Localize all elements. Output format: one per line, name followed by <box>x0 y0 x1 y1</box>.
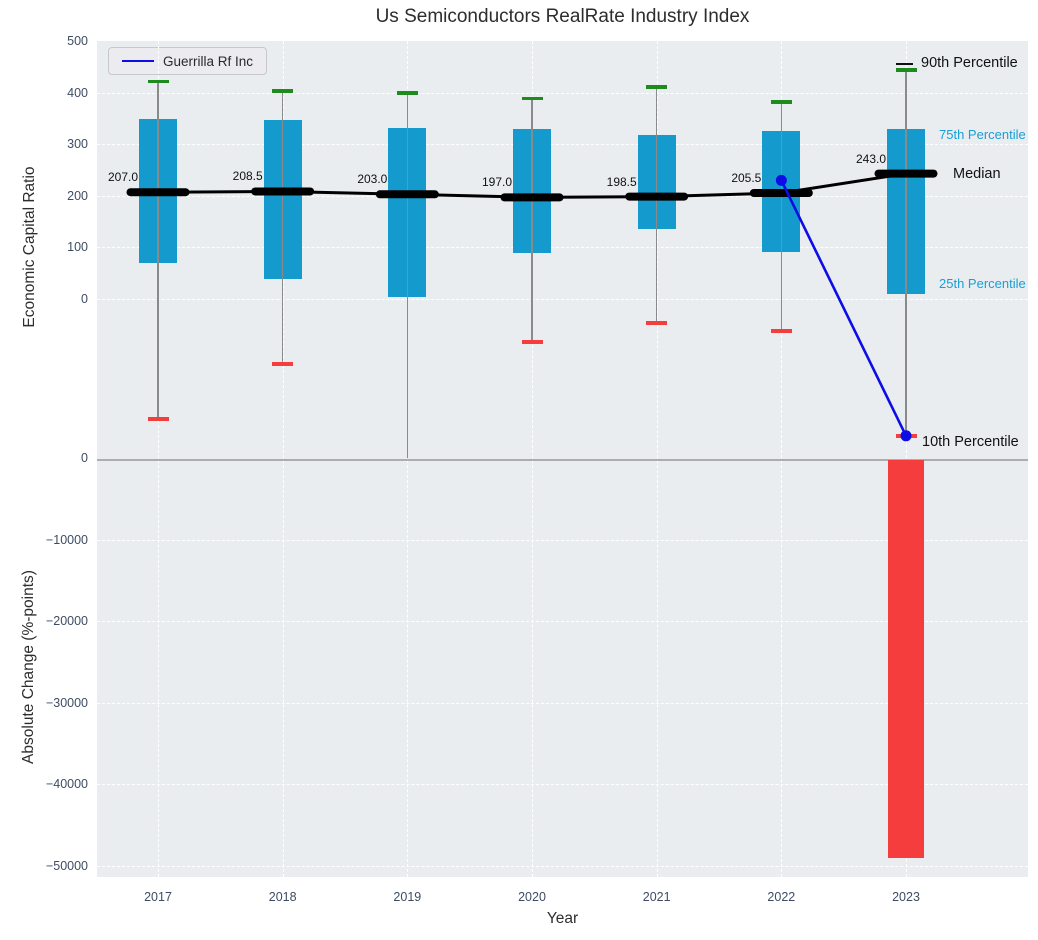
ytick-top-0: 0 <box>81 292 88 307</box>
median-value-label-2023: 243.0 <box>855 151 887 166</box>
xtick-2020: 2020 <box>518 890 546 904</box>
company-point-2023 <box>900 430 912 442</box>
gridline-h <box>97 144 1028 146</box>
median-value-label-2018: 208.5 <box>232 169 263 184</box>
whisker-2018 <box>281 91 284 364</box>
p90-cap-2021 <box>646 85 668 89</box>
ytick-bottom-4: −40000 <box>45 777 88 792</box>
median-value-label-2022: 205.5 <box>731 170 762 185</box>
p10-cap-2018 <box>272 361 294 366</box>
ytick-top-400: 400 <box>67 85 88 100</box>
p90-cap-2022 <box>770 100 792 104</box>
legend-label: Guerrilla Rf Inc <box>163 53 254 69</box>
p90-cap-2019 <box>396 91 418 95</box>
gridline-h <box>97 702 1028 704</box>
whisker-2019 <box>406 93 409 458</box>
xtick-2022: 2022 <box>767 890 796 904</box>
whisker-2020 <box>531 98 533 343</box>
company-line <box>780 179 908 437</box>
ytick-top-500: 500 <box>67 34 88 48</box>
ytick-bottom-3: −30000 <box>45 695 88 710</box>
whisker-2023 <box>905 69 907 436</box>
ytick-top-300: 300 <box>67 137 88 152</box>
ytick-top-100: 100 <box>67 240 88 255</box>
xtick-2017: 2017 <box>144 890 172 904</box>
gridline-h <box>97 784 1028 786</box>
ytick-top-200: 200 <box>67 188 88 203</box>
legend: Guerrilla Rf Inc <box>108 47 268 75</box>
median-value-label-2019: 203.0 <box>357 172 388 187</box>
zero-line <box>97 458 1028 461</box>
p90-cap-2017 <box>147 80 169 84</box>
p10-cap-2021 <box>646 320 668 325</box>
median-value-label-2017: 207.0 <box>107 170 138 185</box>
whisker-2021 <box>655 86 658 323</box>
chart-title: Us Semiconductors RealRate Industry Inde… <box>375 6 750 27</box>
xtick-2023: 2023 <box>892 890 920 904</box>
p25-label: 25th Percentile <box>939 275 1026 291</box>
gridline-h <box>97 92 1028 94</box>
p90-leader-dash <box>896 62 913 66</box>
xtick-2018: 2018 <box>268 890 297 904</box>
gridline-h <box>97 865 1028 867</box>
median-value-label-2021: 198.5 <box>606 174 637 189</box>
p10-cap-2017 <box>147 417 169 422</box>
company-point-2022 <box>775 174 787 186</box>
whisker-2017 <box>157 81 159 420</box>
ytick-bottom-5: −50000 <box>45 858 88 873</box>
x-axis-label: Year <box>546 910 579 927</box>
chart-lines <box>126 169 938 442</box>
xtick-2019: 2019 <box>393 890 422 904</box>
p75-label: 75th Percentile <box>939 127 1026 143</box>
ytick-bottom-1: −10000 <box>45 532 88 547</box>
y-axis-label-bottom: Absolute Change (%-points) <box>20 570 37 764</box>
p10-cap-2022 <box>770 329 792 334</box>
legend-line-swatch <box>122 60 154 62</box>
p90-cap-2020 <box>521 96 543 100</box>
whisker-2022 <box>780 101 783 332</box>
ytick-bottom-0: 0 <box>81 451 88 465</box>
change-bar-2023 <box>888 459 924 858</box>
plot-area: Guerrilla Rf Inc 207.0 208.5 203.0 197.0 198… <box>97 41 1028 877</box>
gridline-h <box>97 299 1028 301</box>
ytick-bottom-2: −20000 <box>45 614 88 629</box>
p90-label: 90th Percentile <box>921 54 1018 71</box>
p90-cap-2023 <box>895 68 917 72</box>
p90-cap-2018 <box>272 89 294 93</box>
gridline-h <box>97 621 1028 623</box>
xtick-2021: 2021 <box>642 890 671 904</box>
median-value-label-2020: 197.0 <box>481 175 513 190</box>
gridline-h <box>97 539 1028 541</box>
p10-cap-2020 <box>521 340 543 345</box>
gridline-h <box>97 247 1028 249</box>
median-label: Median <box>953 165 1001 182</box>
p10-label: 10th Percentile <box>922 433 1019 450</box>
